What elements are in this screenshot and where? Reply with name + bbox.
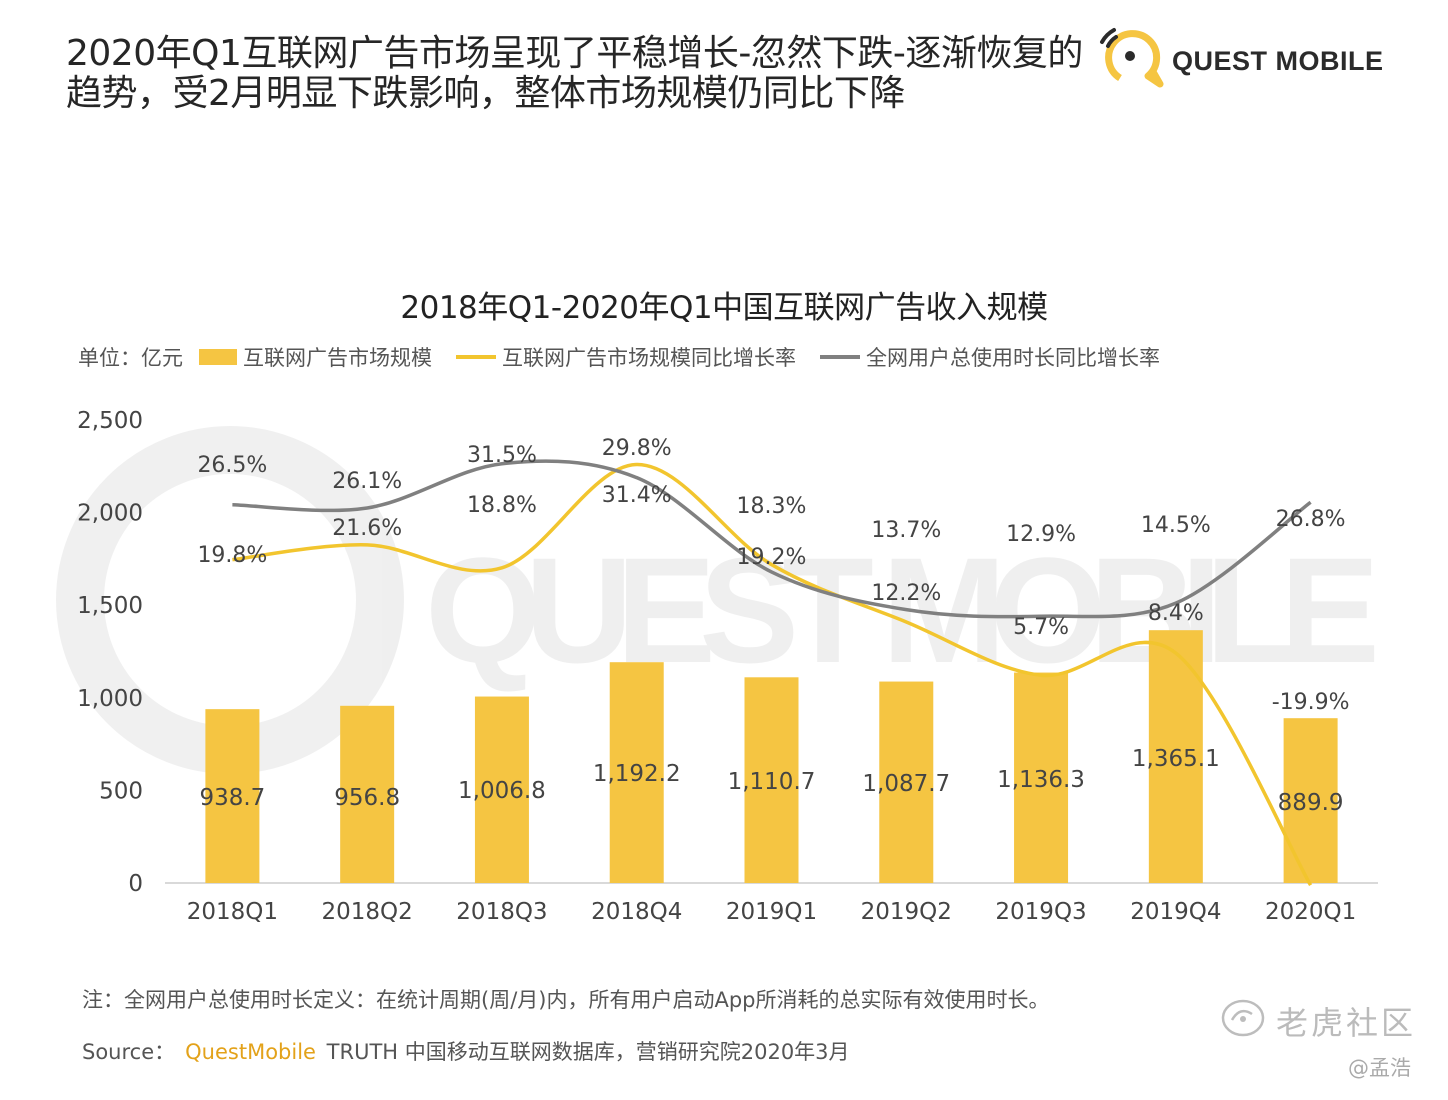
legend-bar-swatch: [199, 349, 237, 365]
yellow-line-value-label: 31.4%: [602, 483, 672, 508]
bar-value-label: 956.8: [334, 785, 400, 811]
yellow-line-value-label: 8.4%: [1148, 601, 1204, 626]
source-prefix: Source：: [82, 1040, 176, 1064]
bar-2018Q2: [340, 705, 395, 883]
x-tick-label: 2018Q3: [456, 899, 547, 925]
legend-gray-line-label: 全网用户总使用时长同比增长率: [866, 346, 1160, 370]
yellow-line-value-label: 19.8%: [197, 543, 267, 568]
gray-line-value-label: 13.7%: [871, 518, 941, 543]
y-tick-label: 0: [128, 871, 143, 897]
y-tick-label: 2,500: [77, 408, 143, 434]
y-tick-label: 1,000: [77, 686, 143, 712]
headline-line-2: 趋势，受2月明显下跌影响，整体市场规模仍同比下降: [66, 73, 905, 114]
gray-line-value-label: 12.9%: [1006, 522, 1076, 547]
y-tick-label: 1,500: [77, 593, 143, 619]
gray-line-value-label: 26.8%: [1276, 507, 1346, 532]
brand-name: QUEST MOBILE: [1172, 46, 1384, 76]
footnote: 注：全网用户总使用时长定义：在统计周期(周/月)内，所有用户启动App所消耗的总…: [82, 988, 1050, 1012]
gray-line-value-label: 18.3%: [737, 494, 807, 519]
bar-2018Q4: [609, 662, 664, 883]
x-tick-label: 2018Q1: [187, 899, 278, 925]
yellow-line-value-label: -19.9%: [1272, 690, 1350, 715]
source-brand: QuestMobile: [185, 1040, 316, 1064]
gray-line-value-label: 29.8%: [602, 436, 672, 461]
community-logo-icon: [1221, 999, 1265, 1037]
bar-value-label: 1,006.8: [458, 778, 546, 804]
bar-2018Q1: [205, 709, 260, 883]
y-tick-label: 500: [99, 778, 143, 804]
legend-item-bar: 互联网广告市场规模: [199, 342, 432, 372]
x-tick-label: 2019Q2: [861, 899, 952, 925]
unit-label: 单位：亿元: [78, 346, 183, 370]
x-tick-label: 2018Q4: [591, 899, 682, 925]
gray-line-value-label: 26.5%: [197, 453, 267, 478]
corner-watermark: 老虎社区 @孟浩: [1218, 996, 1438, 1086]
legend-gray-line-swatch: [820, 355, 860, 359]
legend-bar-label: 互联网广告市场规模: [243, 346, 432, 370]
yellow-line-value-label: 18.8%: [467, 493, 537, 518]
bar-value-label: 889.9: [1278, 790, 1344, 816]
bar-2018Q3: [474, 696, 529, 883]
chart-legend: 单位：亿元 互联网广告市场规模 互联网广告市场规模同比增长率 全网用户总使用时长…: [78, 342, 1184, 372]
x-tick-label: 2018Q2: [322, 899, 413, 925]
yellow-line-value-label: 19.2%: [737, 545, 807, 570]
legend-yellow-line-swatch: [456, 355, 496, 359]
bar-value-label: 938.7: [199, 785, 265, 811]
bar-2019Q2: [879, 681, 934, 883]
bar-value-label: 1,087.7: [862, 771, 950, 797]
source-detail: TRUTH 中国移动互联网数据库，营销研究院2020年3月: [326, 1040, 850, 1064]
x-tick-label: 2019Q3: [995, 899, 1086, 925]
gray-growth-line: [232, 459, 1312, 619]
bar-value-label: 1,110.7: [728, 769, 816, 795]
yellow-line-value-label: 21.6%: [332, 516, 402, 541]
gray-line-value-label: 31.5%: [467, 443, 537, 468]
y-tick-label: 2,000: [77, 501, 143, 527]
brand-logo: QUEST MOBILE: [1094, 24, 1394, 88]
headline-line-1: 2020年Q1互联网广告市场呈现了平稳增长-忽然下跌-逐渐恢复的: [66, 33, 1083, 74]
bar-2019Q3: [1014, 672, 1069, 883]
gray-line-value-label: 26.1%: [332, 469, 402, 494]
legend-item-yellow-line: 互联网广告市场规模同比增长率: [456, 342, 796, 372]
bar-2019Q1: [744, 677, 799, 883]
bar-value-label: 1,192.2: [593, 761, 681, 787]
chart-title: 2018年Q1-2020年Q1中国互联网广告收入规模: [400, 290, 1048, 326]
bar-2020Q1: [1283, 718, 1338, 883]
gray-line-value-label: 14.5%: [1141, 513, 1211, 538]
yellow-growth-line: [232, 462, 1313, 887]
legend-item-gray-line: 全网用户总使用时长同比增长率: [820, 342, 1160, 372]
yellow-line-value-label: 12.2%: [871, 581, 941, 606]
headline: 2020年Q1互联网广告市场呈现了平稳增长-忽然下跌-逐渐恢复的 趋势，受2月明…: [66, 34, 1096, 114]
bar-value-label: 1,365.1: [1132, 746, 1220, 772]
x-tick-label: 2020Q1: [1265, 899, 1356, 925]
source-line: Source： QuestMobile TRUTH 中国移动互联网数据库，营销研究…: [82, 1036, 850, 1066]
community-name: 老虎社区: [1276, 1004, 1417, 1042]
x-tick-label: 2019Q1: [726, 899, 817, 925]
x-tick-label: 2019Q4: [1130, 899, 1221, 925]
legend-yellow-line-label: 互联网广告市场规模同比增长率: [502, 346, 796, 370]
author-handle: @孟浩: [1348, 1056, 1411, 1080]
yellow-line-value-label: 5.7%: [1013, 615, 1069, 640]
bar-value-label: 1,136.3: [997, 767, 1085, 793]
quest-mobile-logo-icon: [1100, 28, 1164, 88]
